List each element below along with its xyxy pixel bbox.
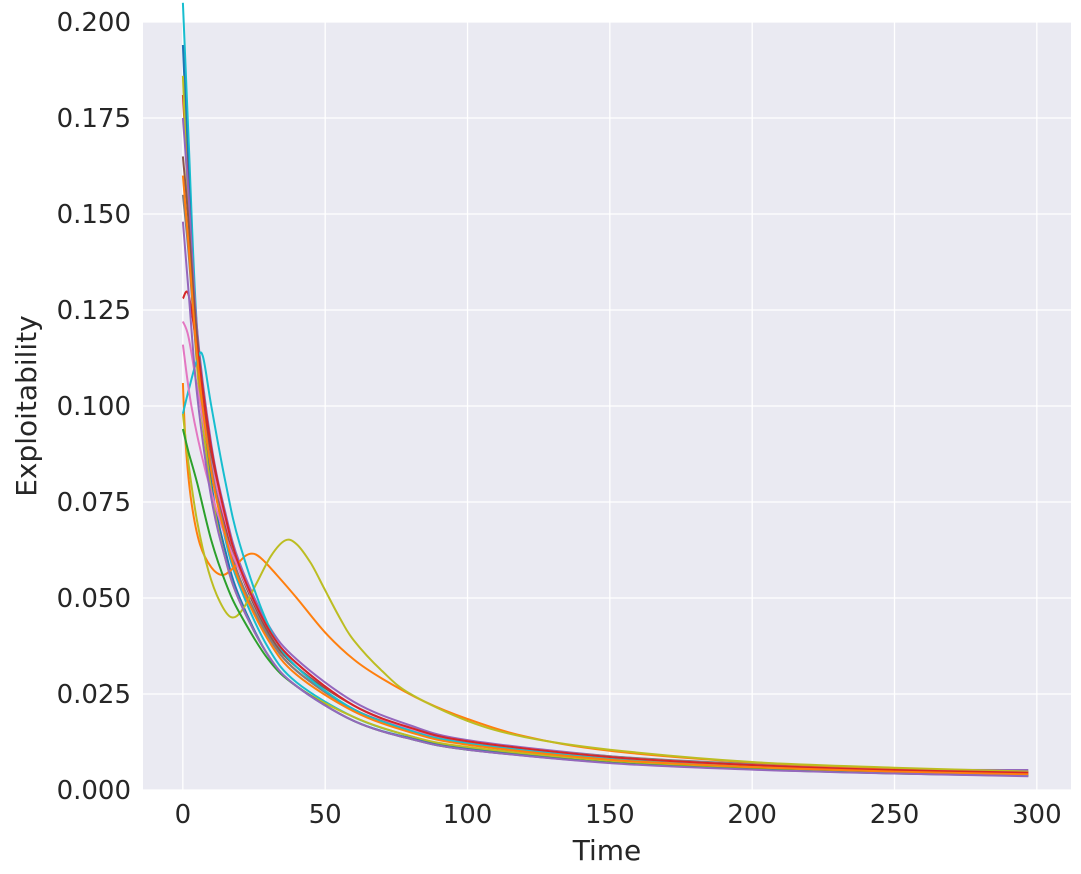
x-tick-label: 50 [309,800,342,830]
series-line-9 [181,382,1029,774]
series-line-16 [181,221,1029,778]
y-tick-label: 0.200 [57,8,131,38]
y-tick-label: 0.125 [57,296,131,326]
y-tick-label: 0.100 [57,392,131,422]
series-line-14 [182,290,1029,774]
y-tick-label: 0.150 [57,200,131,230]
y-axis-ticks: 0.000 0.025 0.050 0.075 0.100 0.125 0.150 0.175… [57,8,131,806]
x-axis-label: Time [572,834,642,867]
x-tick-label: 150 [585,800,635,830]
grid-lines [143,21,1071,791]
series-line-15 [181,175,1029,776]
y-tick-label: 0.075 [57,488,131,518]
y-tick-label: 0.050 [57,584,131,614]
x-tick-label: 100 [443,800,493,830]
x-tick-label: 300 [1012,800,1062,830]
series-layer [181,2,1029,778]
y-tick-label: 0.025 [57,680,131,710]
x-tick-label: 200 [727,800,777,830]
series-line-10 [181,413,1029,773]
y-axis-label: Exploitability [10,315,43,497]
x-axis-ticks: 0 50 100 150 200 250 300 [175,800,1062,830]
x-tick-label: 250 [870,800,920,830]
x-tick-label: 0 [175,800,192,830]
y-tick-label: 0.175 [57,104,131,134]
y-tick-label: 0.000 [57,776,131,806]
